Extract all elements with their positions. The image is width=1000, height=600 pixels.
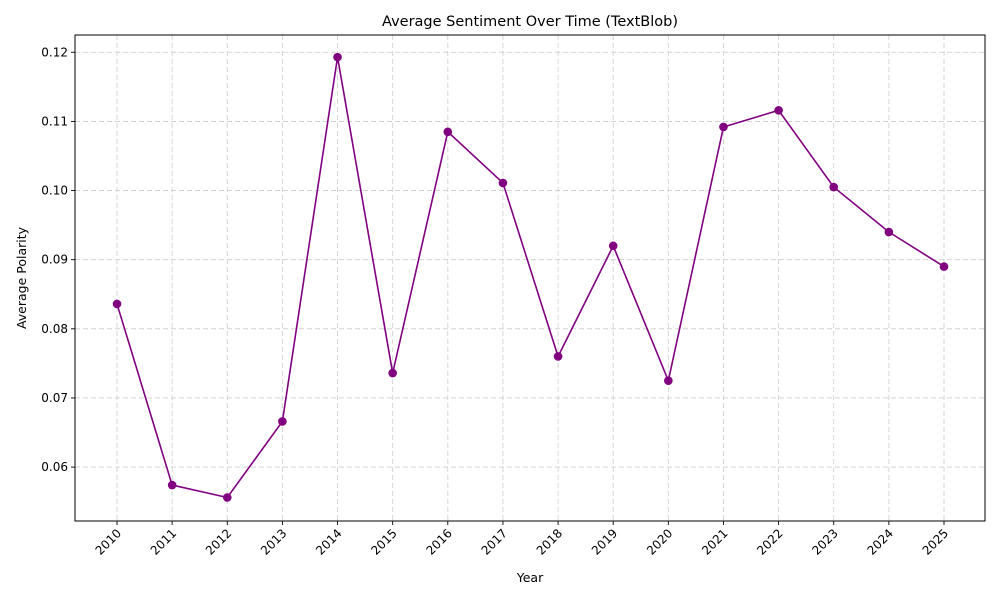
x-tick-label: 2020: [644, 526, 675, 557]
y-tick-label: 0.10: [41, 184, 68, 198]
data-point: [829, 182, 839, 192]
data-point: [608, 241, 618, 251]
x-tick-label: 2017: [479, 526, 510, 557]
x-tick-label: 2019: [589, 526, 620, 557]
data-point: [553, 352, 563, 361]
data-point: [939, 262, 949, 271]
x-tick-label: 2022: [754, 526, 785, 557]
data-point: [498, 178, 508, 188]
series-line: [116, 56, 945, 499]
data-point: [884, 227, 894, 237]
x-tick-label: 2016: [423, 526, 454, 557]
x-tick-label: 2024: [864, 526, 895, 557]
y-tick-label: 0.08: [41, 322, 68, 336]
data-point: [278, 417, 287, 426]
x-tick-label: 2012: [203, 526, 234, 557]
data-point: [719, 122, 728, 132]
x-tick-label: 2014: [313, 526, 344, 557]
chart-title: Average Sentiment Over Time (TextBlob): [382, 14, 678, 30]
grid-lines: [75, 35, 985, 521]
x-tick-label: 2025: [920, 526, 951, 557]
x-tick-label: 2021: [699, 526, 730, 557]
data-point: [443, 127, 453, 137]
y-tick-label: 0.09: [41, 253, 68, 267]
data-point: [333, 52, 342, 62]
x-tick-label: 2013: [258, 526, 289, 557]
data-point: [222, 493, 232, 502]
y-axis-label: Average Polarity: [14, 226, 29, 329]
y-tick-label: 0.06: [41, 460, 68, 474]
x-tick-label: 2018: [534, 526, 565, 557]
x-tick-label: 2010: [93, 526, 124, 557]
x-axis: 2010 2011 2012 2013 2014 2015 2016 2017 2018 2019…: [93, 521, 951, 558]
data-point: [774, 106, 783, 115]
x-tick-label: 2015: [368, 526, 399, 557]
series-layer: [112, 52, 949, 502]
data-point: [112, 299, 122, 309]
x-tick-label: 2011: [148, 526, 179, 557]
y-axis: 0.06 0.07 0.08 0.09 0.10 0.11 0.12: [41, 45, 75, 474]
data-point: [388, 368, 397, 378]
data-point: [664, 376, 673, 385]
y-tick-label: 0.11: [41, 114, 68, 128]
plot-frame: [74, 34, 986, 522]
data-point: [167, 480, 177, 490]
x-tick-label: 2023: [809, 526, 840, 557]
y-tick-label: 0.12: [41, 45, 68, 59]
x-axis-label: Year: [516, 570, 544, 585]
y-tick-label: 0.07: [41, 391, 68, 405]
